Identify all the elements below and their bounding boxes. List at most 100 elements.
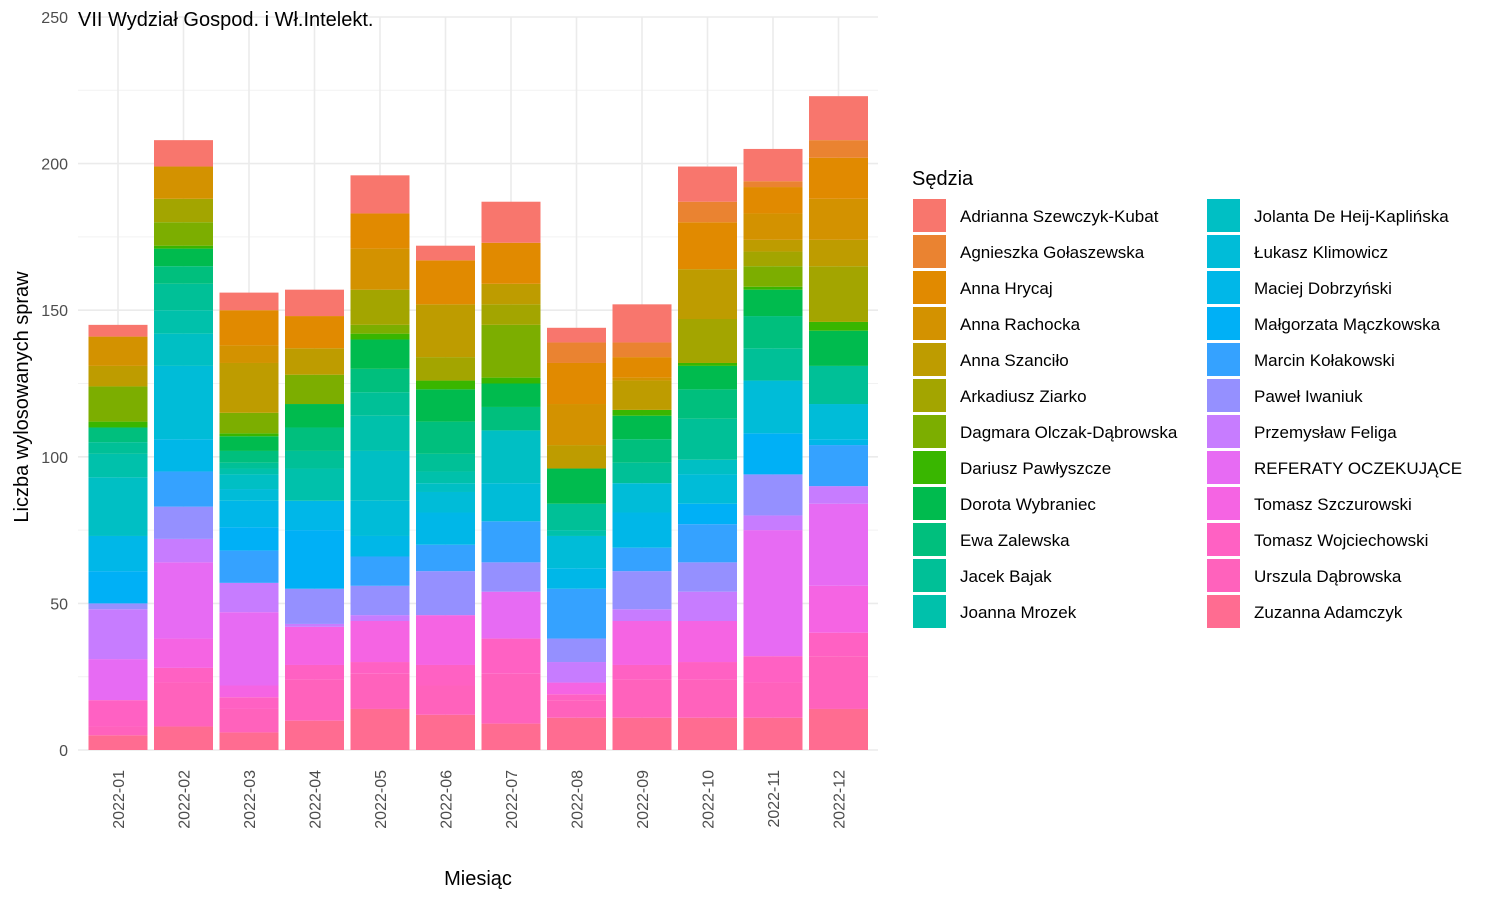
bar-segment [547, 503, 606, 531]
y-tick-label: 100 [41, 450, 68, 467]
bar-segment [612, 409, 672, 416]
bar-segment [481, 283, 541, 305]
bar-segment [743, 474, 803, 516]
bar-segment [219, 474, 279, 490]
y-tick-label: 0 [59, 743, 68, 760]
legend-label: Małgorzata Mączkowska [1254, 315, 1441, 334]
legend-label: Arkadiusz Ziarko [960, 387, 1087, 406]
bar-segment [88, 386, 148, 422]
legend-label: Anna Hrycaj [960, 279, 1053, 298]
bar-segment [154, 471, 213, 507]
bar-segment [743, 187, 803, 214]
bar-segment [154, 682, 213, 727]
legend-key [913, 343, 946, 376]
legend-label: Urszula Dąbrowska [1254, 567, 1402, 586]
legend-label: Zuzanna Adamczyk [1254, 603, 1403, 622]
bar-segment [743, 286, 803, 290]
bar-segment [154, 222, 213, 246]
bar-segment [219, 436, 279, 451]
legend-key [1207, 379, 1240, 412]
bar-segment [219, 732, 279, 750]
legend-key [913, 379, 946, 412]
bar-segment [547, 717, 606, 750]
bar-segment [88, 735, 148, 750]
bar-segment [350, 339, 410, 369]
bar-segment [809, 656, 868, 709]
bar-segment [547, 535, 606, 569]
bar-segment [350, 324, 410, 334]
bar-segment [416, 380, 475, 390]
bar-segment [809, 96, 868, 141]
legend-label: Anna Szanciło [960, 351, 1069, 370]
bar-segment [416, 512, 475, 545]
bar-segment [219, 500, 279, 528]
bar-segment [285, 427, 344, 451]
bar-segment [416, 685, 475, 715]
legend-key [913, 451, 946, 484]
bar-segment [88, 535, 148, 572]
bar-segment [809, 239, 868, 267]
bar-segment [678, 318, 737, 363]
bar-segment [809, 585, 868, 633]
bar-segment [285, 623, 344, 627]
bar-segment [547, 568, 606, 589]
legend-key [1207, 487, 1240, 520]
legend-key [1207, 343, 1240, 376]
bar-segment [809, 157, 868, 199]
bar-segment [154, 667, 213, 683]
bar-segment [612, 717, 672, 750]
bar-segment [219, 412, 279, 434]
bar-segment [612, 380, 672, 410]
bar-segment [219, 362, 279, 413]
bar-segment [219, 450, 279, 463]
bar-segment [481, 673, 541, 724]
bars-layer [88, 96, 868, 750]
bar-segment [809, 486, 868, 504]
bar-segment [219, 462, 279, 469]
legend-label: Ewa Zalewska [960, 531, 1070, 550]
y-tick-label: 250 [41, 10, 68, 27]
bar-segment [809, 365, 868, 405]
legend-title: Sędzia [912, 168, 974, 190]
bar-segment [678, 662, 737, 680]
bar-segment [809, 321, 868, 331]
x-tick-label: 2022-03 [242, 770, 259, 829]
bar-segment [809, 445, 868, 487]
legend-key [1207, 307, 1240, 340]
x-tick-label: 2022-09 [635, 770, 652, 829]
bar-segment [481, 324, 541, 378]
bar-segment [743, 717, 803, 750]
legend-key [1207, 523, 1240, 556]
bar-segment [481, 201, 541, 243]
bar-segment [416, 615, 475, 665]
bar-segment [285, 289, 344, 317]
bar-segment [678, 459, 737, 475]
bar-segment [743, 656, 803, 683]
legend-key [1207, 199, 1240, 232]
legend-label: Tomasz Szczurowski [1254, 495, 1412, 514]
legend-key [913, 559, 946, 592]
bar-segment [547, 362, 606, 405]
bar-segment [481, 562, 541, 592]
bar-segment [219, 612, 279, 686]
y-tick-label: 50 [50, 596, 68, 613]
legend-label: Jolanta De Heij-Kaplińska [1254, 207, 1449, 226]
bar-segment [678, 474, 737, 504]
bar-segment [612, 620, 672, 665]
bar-segment [743, 239, 803, 252]
bar-segment [88, 477, 148, 536]
bar-segment [743, 213, 803, 240]
bar-segment [154, 283, 213, 311]
bar-segment [350, 450, 410, 501]
bar-segment [612, 342, 672, 358]
legend-key [1207, 559, 1240, 592]
bar-segment [743, 380, 803, 434]
bar-segment [219, 685, 279, 698]
bar-segment [612, 664, 672, 680]
bar-segment [743, 316, 803, 349]
bar-segment [219, 310, 279, 346]
bar-segment [416, 260, 475, 305]
legend-key [1207, 451, 1240, 484]
bar-segment [678, 591, 737, 621]
bar-segment [809, 404, 868, 440]
